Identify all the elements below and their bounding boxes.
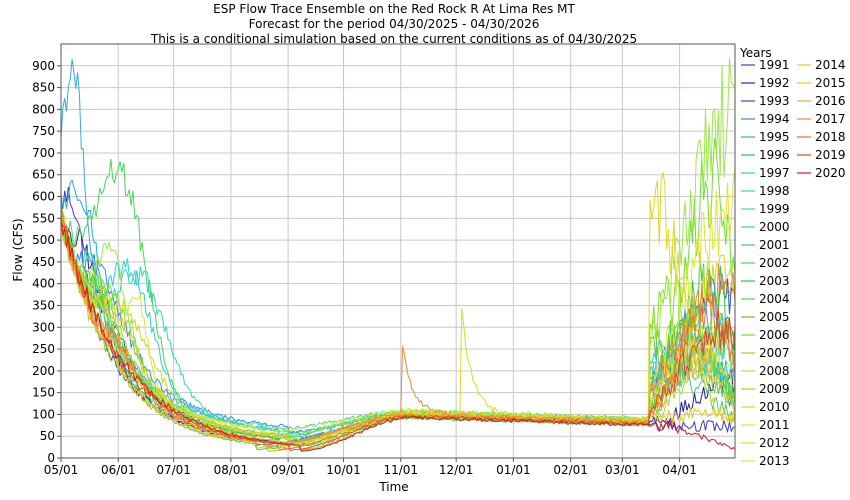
x-tick-label: 09/01: [271, 463, 306, 477]
legend-label-2009: 2009: [759, 382, 790, 396]
y-tick-label: 750: [32, 124, 55, 138]
x-tick-label: 02/01: [553, 463, 588, 477]
legend: Years 1991 1992 1993 1994 1995 1996 1997 1998 19…: [739, 46, 846, 468]
legend-label-1998: 1998: [759, 184, 790, 198]
legend-label-1992: 1992: [759, 76, 790, 90]
x-tick-label: 12/01: [439, 463, 474, 477]
y-tick-label: 350: [32, 298, 55, 312]
legend-label-2018: 2018: [815, 130, 846, 144]
y-tick-label: 200: [32, 364, 55, 378]
x-tick-label: 03/01: [605, 463, 640, 477]
legend-label-2015: 2015: [815, 76, 846, 90]
legend-label-2014: 2014: [815, 58, 846, 72]
legend-label-1997: 1997: [759, 166, 790, 180]
y-tick-label: 50: [40, 429, 55, 443]
x-tick-label: 08/01: [214, 463, 249, 477]
legend-label-2004: 2004: [759, 292, 790, 306]
x-axis: 05/01 06/01 07/01 08/01 09/01 10/01 11/01 12/01…: [44, 458, 697, 477]
y-tick-label: 0: [47, 451, 55, 465]
legend-label-2012: 2012: [759, 436, 790, 450]
legend-label-1991: 1991: [759, 58, 790, 72]
legend-label-2001: 2001: [759, 238, 790, 252]
y-tick-label: 250: [32, 342, 55, 356]
x-tick-label: 01/01: [496, 463, 531, 477]
x-tick-label: 10/01: [326, 463, 361, 477]
legend-title: Years: [739, 46, 772, 60]
legend-label-1999: 1999: [759, 202, 790, 216]
legend-label-2000: 2000: [759, 220, 790, 234]
legend-label-2006: 2006: [759, 328, 790, 342]
legend-label-2002: 2002: [759, 256, 790, 270]
y-tick-label: 400: [32, 277, 55, 291]
legend-label-2010: 2010: [759, 400, 790, 414]
legend-label-2017: 2017: [815, 112, 846, 126]
legend-label-1993: 1993: [759, 94, 790, 108]
x-tick-label: 06/01: [101, 463, 136, 477]
legend-label-1996: 1996: [759, 148, 790, 162]
y-tick-label: 600: [32, 190, 55, 204]
legend-label-2011: 2011: [759, 418, 790, 432]
plot-area: [61, 44, 735, 458]
y-tick-label: 100: [32, 407, 55, 421]
x-tick-label: 07/01: [156, 463, 191, 477]
y-tick-label: 500: [32, 233, 55, 247]
chart-title-line-1: ESP Flow Trace Ensemble on the Red Rock …: [213, 2, 575, 16]
y-tick-label: 150: [32, 386, 55, 400]
y-tick-label: 850: [32, 81, 55, 95]
chart-title-line-3: This is a conditional simulation based o…: [150, 32, 637, 46]
series-line-2020: [60, 212, 736, 452]
legend-label-2005: 2005: [759, 310, 790, 324]
y-tick-label: 300: [32, 320, 55, 334]
y-axis: 0 50 100 150 200 250 300 350 400 450 500 550 600 650 7…: [32, 59, 61, 465]
x-tick-label: 04/01: [662, 463, 697, 477]
y-tick-label: 450: [32, 255, 55, 269]
y-tick-label: 800: [32, 102, 55, 116]
legend-label-2003: 2003: [759, 274, 790, 288]
y-tick-label: 550: [32, 211, 55, 225]
y-tick-label: 700: [32, 146, 55, 160]
legend-label-2019: 2019: [815, 148, 846, 162]
y-tick-label: 650: [32, 168, 55, 182]
chart-titles: ESP Flow Trace Ensemble on the Red Rock …: [150, 2, 637, 46]
grid-lines: [60, 44, 735, 459]
legend-label-2013: 2013: [759, 454, 790, 468]
legend-label-1995: 1995: [759, 130, 790, 144]
y-axis-label: Flow (CFS): [11, 218, 25, 281]
legend-label-2020: 2020: [815, 166, 846, 180]
series-lines: [60, 58, 736, 452]
x-tick-label: 11/01: [383, 463, 418, 477]
legend-label-2008: 2008: [759, 364, 790, 378]
plot-frame: [60, 43, 736, 459]
x-tick-label: 05/01: [44, 463, 79, 477]
legend-label-1994: 1994: [759, 112, 790, 126]
legend-label-2007: 2007: [759, 346, 790, 360]
x-axis-label: Time: [378, 480, 408, 494]
chart-title-line-2: Forecast for the period 04/30/2025 - 04/…: [249, 17, 540, 31]
legend-label-2016: 2016: [815, 94, 846, 108]
y-tick-label: 900: [32, 59, 55, 73]
series-line-2019: [60, 223, 736, 451]
series-line-2008: [60, 58, 736, 438]
